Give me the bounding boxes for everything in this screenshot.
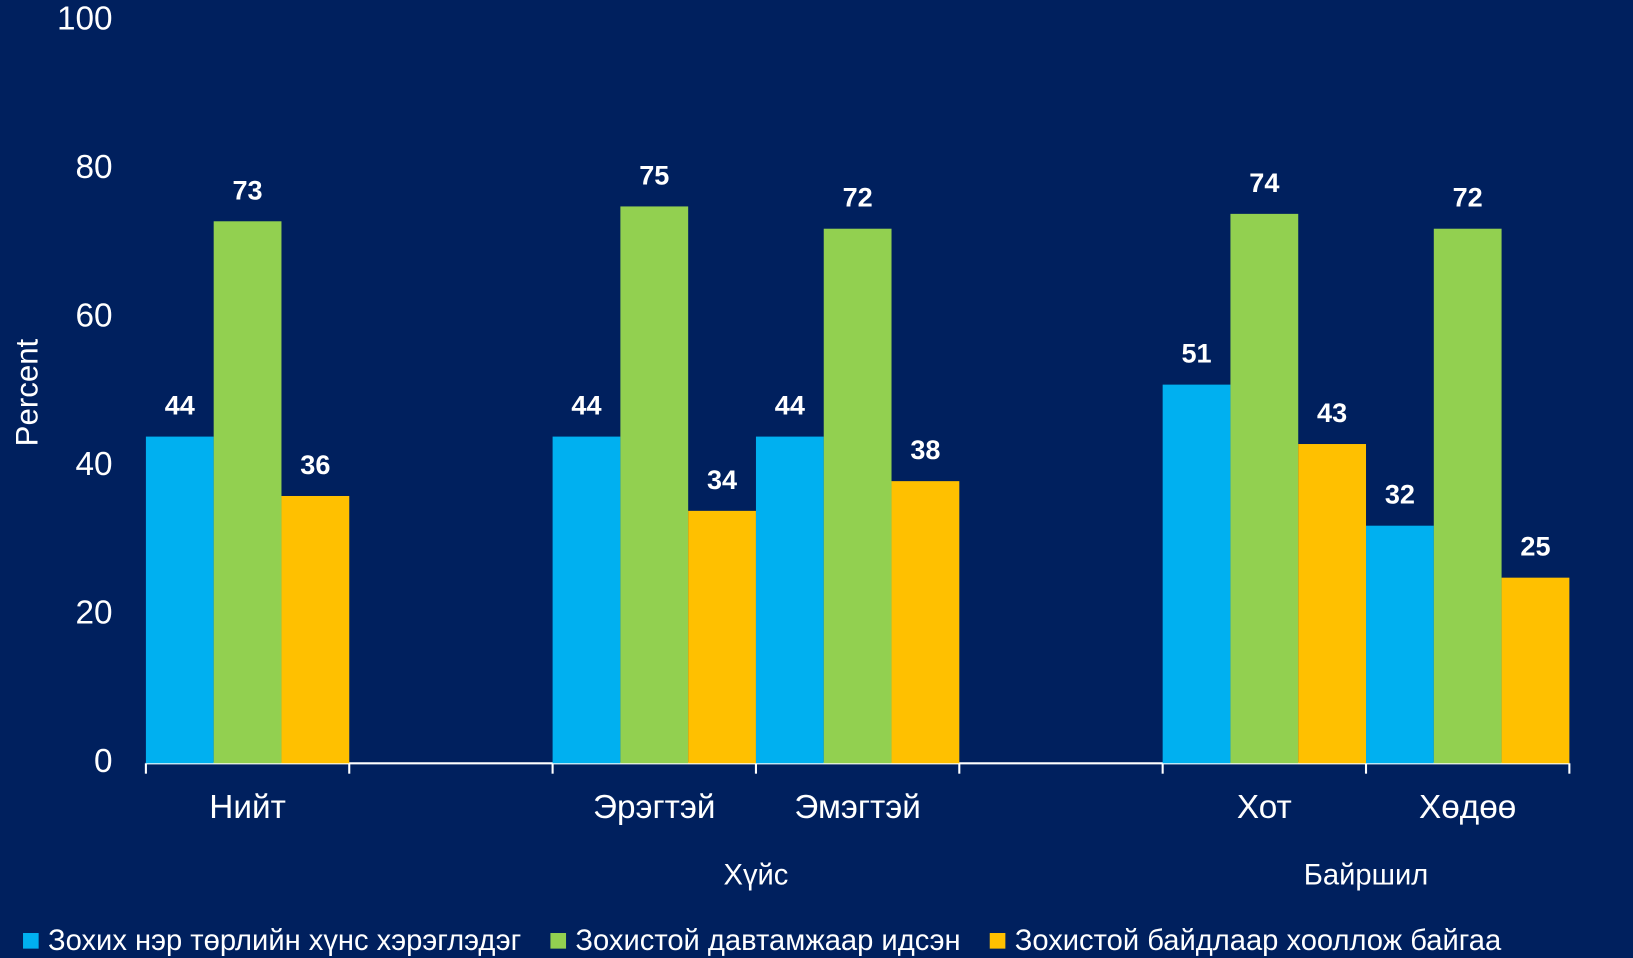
legend-swatch	[550, 933, 567, 949]
bar	[1366, 525, 1434, 764]
bar	[688, 510, 756, 764]
x-tick-label: Хот	[1237, 789, 1292, 826]
x-tick-label: Нийт	[209, 789, 286, 826]
y-tick-label: 0	[94, 743, 113, 780]
bar	[1298, 444, 1367, 764]
y-tick-label: 40	[76, 446, 113, 483]
y-tick-label: 100	[57, 1, 113, 38]
group-label: Хүйс	[724, 859, 789, 891]
bar	[145, 436, 214, 764]
y-tick-label: 60	[76, 298, 113, 335]
bar	[1433, 228, 1502, 764]
x-tick-label: Хөдөө	[1419, 789, 1516, 826]
value-label: 44	[571, 390, 601, 421]
value-label: 72	[1453, 182, 1483, 213]
x-tick-label: Эрэгтэй	[593, 789, 715, 826]
value-label: 25	[1520, 531, 1550, 562]
bar	[620, 206, 689, 764]
value-label: 34	[707, 464, 737, 495]
value-label: 36	[300, 449, 330, 480]
value-label: 75	[639, 159, 669, 190]
bar	[891, 481, 960, 764]
bar	[552, 436, 621, 764]
legend-label: Зохистой давтамжаар идсэн	[575, 925, 960, 957]
y-tick-label: 80	[76, 149, 113, 186]
value-label: 38	[910, 434, 940, 465]
x-tick-label: Эмэгтэй	[794, 789, 920, 826]
value-label: 32	[1385, 479, 1415, 510]
value-label: 44	[775, 390, 805, 421]
legend-swatch	[23, 933, 39, 949]
legend-label: Зохих нэр төрлийн хүнс хэрэглэдэг	[48, 925, 521, 957]
bar	[213, 221, 282, 764]
value-label: 44	[165, 390, 195, 421]
bar	[823, 228, 892, 764]
y-axis-label: Percent	[10, 338, 45, 446]
bar	[755, 436, 824, 764]
legend-label: Зохистой байдлаар хооллож байгаа	[1015, 925, 1502, 957]
bar	[281, 495, 350, 764]
value-label: 74	[1249, 167, 1279, 198]
legend-swatch	[989, 933, 1006, 949]
bar	[1230, 213, 1299, 764]
value-label: 73	[233, 174, 263, 205]
value-label: 72	[843, 182, 873, 213]
value-label: 43	[1317, 397, 1347, 428]
y-tick-label: 20	[76, 595, 113, 632]
group-label: Байршил	[1304, 859, 1428, 891]
bar	[1162, 384, 1231, 764]
value-label: 51	[1181, 338, 1211, 369]
bar	[1501, 577, 1570, 764]
